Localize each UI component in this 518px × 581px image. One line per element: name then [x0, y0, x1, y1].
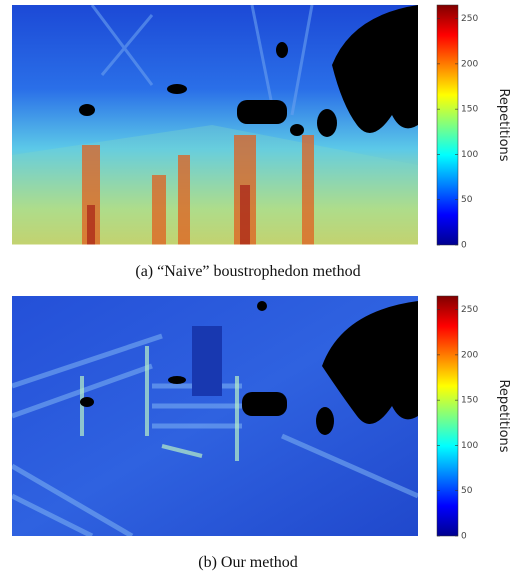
colorbar-tick-label: 250: [461, 14, 478, 24]
colorbar-tick-label: 150: [461, 105, 478, 115]
colorbar-label: Repetitions: [496, 88, 511, 161]
colorbar-tick-label: 250: [461, 305, 478, 315]
caption: (b) Our method: [198, 554, 298, 571]
colorbar-tick-label: 100: [461, 150, 478, 160]
colorbar-tick-label: 50: [461, 195, 473, 205]
colorbar-tick-label: 0: [461, 241, 467, 251]
colorbar-tick-label: 150: [461, 396, 478, 406]
heatmap-image: [12, 5, 418, 245]
colorbar: [436, 295, 459, 537]
caption: (a) “Naive” boustrophedon method: [135, 263, 360, 280]
colorbar-tick-label: 200: [461, 350, 478, 360]
colorbar: [436, 4, 459, 246]
colorbar-tick-label: 50: [461, 486, 473, 496]
colorbar-tick-label: 200: [461, 59, 478, 69]
heatmap-image: [12, 296, 418, 536]
colorbar-tick-label: 0: [461, 532, 467, 542]
colorbar-label: Repetitions: [496, 379, 511, 452]
colorbar-tick-label: 100: [461, 441, 478, 451]
